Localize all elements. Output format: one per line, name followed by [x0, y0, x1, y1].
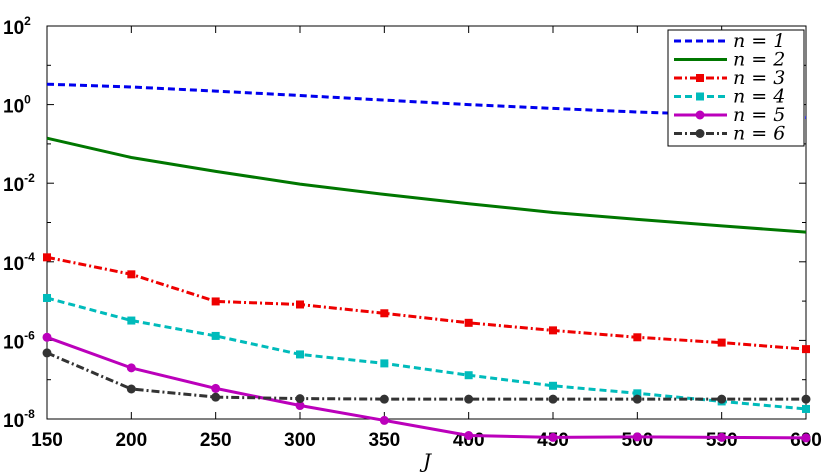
data-point [380, 359, 389, 368]
legend-marker [695, 110, 705, 120]
data-point [633, 389, 642, 398]
y-tick-label: 102 [3, 14, 31, 39]
legend-label: n = 5 [733, 104, 785, 126]
data-point [549, 381, 557, 390]
data-point [801, 433, 811, 443]
data-point [43, 293, 51, 302]
series-line-n4 [46, 296, 807, 411]
legend-label: n = 6 [733, 123, 785, 145]
data-point [632, 394, 642, 404]
legend-marker [696, 74, 704, 82]
data-point [211, 383, 221, 393]
data-point [717, 338, 726, 347]
legend-box [667, 29, 805, 147]
data-point [548, 432, 558, 442]
y-tick-label: 10-6 [3, 328, 35, 353]
data-point [127, 316, 136, 325]
data-point [717, 394, 727, 404]
series-line-n3 [46, 255, 807, 351]
data-point [126, 384, 136, 394]
data-point [296, 350, 304, 359]
legend-marker [696, 92, 704, 101]
x-tick-label: 150 [31, 430, 63, 451]
data-point [632, 432, 642, 442]
data-point [211, 331, 220, 340]
data-point [380, 309, 389, 318]
series-line-n2 [46, 136, 807, 234]
data-point [295, 401, 305, 411]
data-point [42, 332, 52, 342]
series-line-n6 [46, 351, 806, 401]
data-point [127, 270, 136, 279]
legend-label: n = 2 [733, 49, 785, 71]
data-point [464, 394, 474, 404]
data-point [211, 392, 221, 402]
x-axis-label: J [419, 449, 432, 473]
data-point [548, 394, 558, 404]
data-point [464, 431, 474, 441]
data-point [802, 345, 810, 354]
x-tick-label: 250 [200, 430, 232, 451]
legend-label: n = 1 [733, 30, 785, 52]
data-point [295, 394, 305, 404]
y-tick-label: 100 [3, 93, 31, 118]
legend: n = 1n = 2n = 3n = 4n = 5n = 6 [667, 29, 805, 147]
series-group [42, 82, 811, 443]
x-tick-label: 350 [368, 430, 400, 451]
y-tick-label: 10-4 [3, 250, 35, 275]
data-point [801, 394, 811, 404]
data-point [211, 297, 220, 306]
data-point [126, 363, 136, 373]
data-point [549, 326, 557, 335]
data-point [379, 394, 389, 404]
data-point [464, 318, 473, 327]
data-point [464, 371, 473, 380]
data-point [717, 432, 727, 442]
series-line-n5 [46, 335, 807, 440]
data-point [633, 333, 642, 342]
legend-label: n = 4 [733, 86, 785, 108]
data-point [43, 253, 51, 262]
data-point [296, 300, 304, 309]
data-point [802, 404, 810, 413]
legend-marker [695, 129, 705, 138]
axis-ticks: 15020025030035040045050055060010210010-2… [3, 14, 822, 451]
y-tick-label: 10-8 [3, 407, 35, 432]
legend-label: n = 3 [733, 67, 785, 89]
x-tick-label: 300 [284, 430, 316, 451]
x-tick-label: 200 [115, 430, 147, 451]
y-tick-label: 10-2 [3, 171, 35, 196]
data-point [42, 348, 52, 358]
data-point [379, 415, 389, 425]
